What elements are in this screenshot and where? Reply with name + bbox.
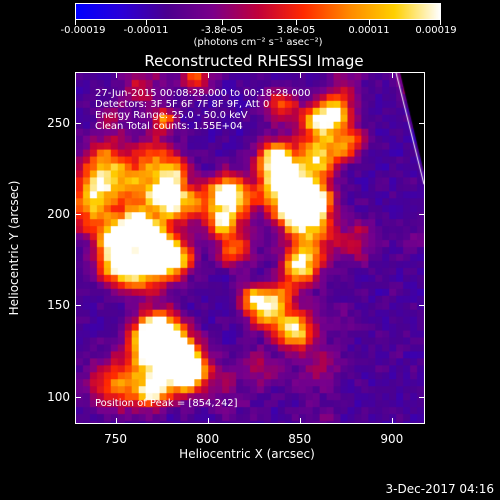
x-tick-mark: [299, 418, 301, 423]
y-tick-mark: [76, 214, 81, 216]
colorbar-units-label: (photons cm⁻² s⁻¹ asec⁻²): [193, 37, 323, 48]
x-tick-mark: [299, 73, 301, 78]
x-tick-label: 850: [288, 432, 312, 446]
info-time-range: 27-Jun-2015 00:08:28.000 to 00:18:28.000: [95, 88, 311, 99]
info-energy-range: Energy Range: 25.0 - 50.0 keV: [95, 110, 248, 121]
y-tick-mark: [419, 214, 424, 216]
image-title: Reconstructed RHESSI Image: [144, 52, 364, 70]
colorbar-tick: [146, 20, 147, 25]
info-counts: Clean Total counts: 1.55E+04: [95, 121, 243, 132]
colorbar: [75, 3, 441, 20]
colorbar-tick: [222, 20, 223, 25]
info-peak-position: Position of Peak = [854,242]: [95, 398, 238, 409]
y-tick-mark: [76, 396, 81, 398]
colorbar-tick: [369, 20, 370, 25]
colorbar-tick-label: 0.00011: [348, 25, 390, 36]
x-tick-label: 900: [380, 432, 404, 446]
y-tick-mark: [419, 305, 424, 307]
colorbar-tick: [296, 20, 297, 25]
x-tick-label: 750: [104, 432, 127, 446]
x-tick-label: 800: [196, 432, 220, 446]
info-detectors: Detectors: 3F 5F 6F 7F 8F 9F, Att 0: [95, 99, 270, 110]
y-tick-mark: [419, 123, 424, 125]
y-tick-label: 100: [47, 389, 70, 404]
x-tick-mark: [391, 418, 393, 423]
colorbar-tick: [75, 20, 76, 25]
colorbar-tick-label: -0.00019: [60, 25, 106, 36]
heatmap-plot-area: [75, 72, 425, 424]
x-tick-mark: [391, 73, 393, 78]
x-tick-mark: [207, 418, 209, 423]
colorbar-tick-label: -0.00011: [123, 25, 169, 36]
x-tick-mark: [115, 418, 117, 423]
colorbar-tick: [440, 20, 441, 25]
x-tick-mark: [115, 73, 117, 78]
y-tick-label: 200: [47, 207, 70, 222]
colorbar-tick-label: 0.00019: [415, 25, 457, 36]
plot-timestamp: 3-Dec-2017 04:16: [385, 482, 494, 496]
colorbar-tick-label: 3.8e-05: [276, 25, 316, 36]
colorbar-tick-label: -3.8e-05: [201, 25, 243, 36]
heatmap-image: [76, 73, 424, 423]
x-axis-label: Heliocentric X (arcsec): [179, 447, 315, 461]
y-tick-label: 250: [47, 116, 70, 131]
y-axis-label: Heliocentric Y (arcsec): [7, 180, 21, 316]
y-tick-mark: [419, 396, 424, 398]
y-tick-label: 150: [47, 298, 70, 313]
x-tick-mark: [207, 73, 209, 78]
y-tick-mark: [76, 305, 81, 307]
y-tick-mark: [76, 123, 81, 125]
